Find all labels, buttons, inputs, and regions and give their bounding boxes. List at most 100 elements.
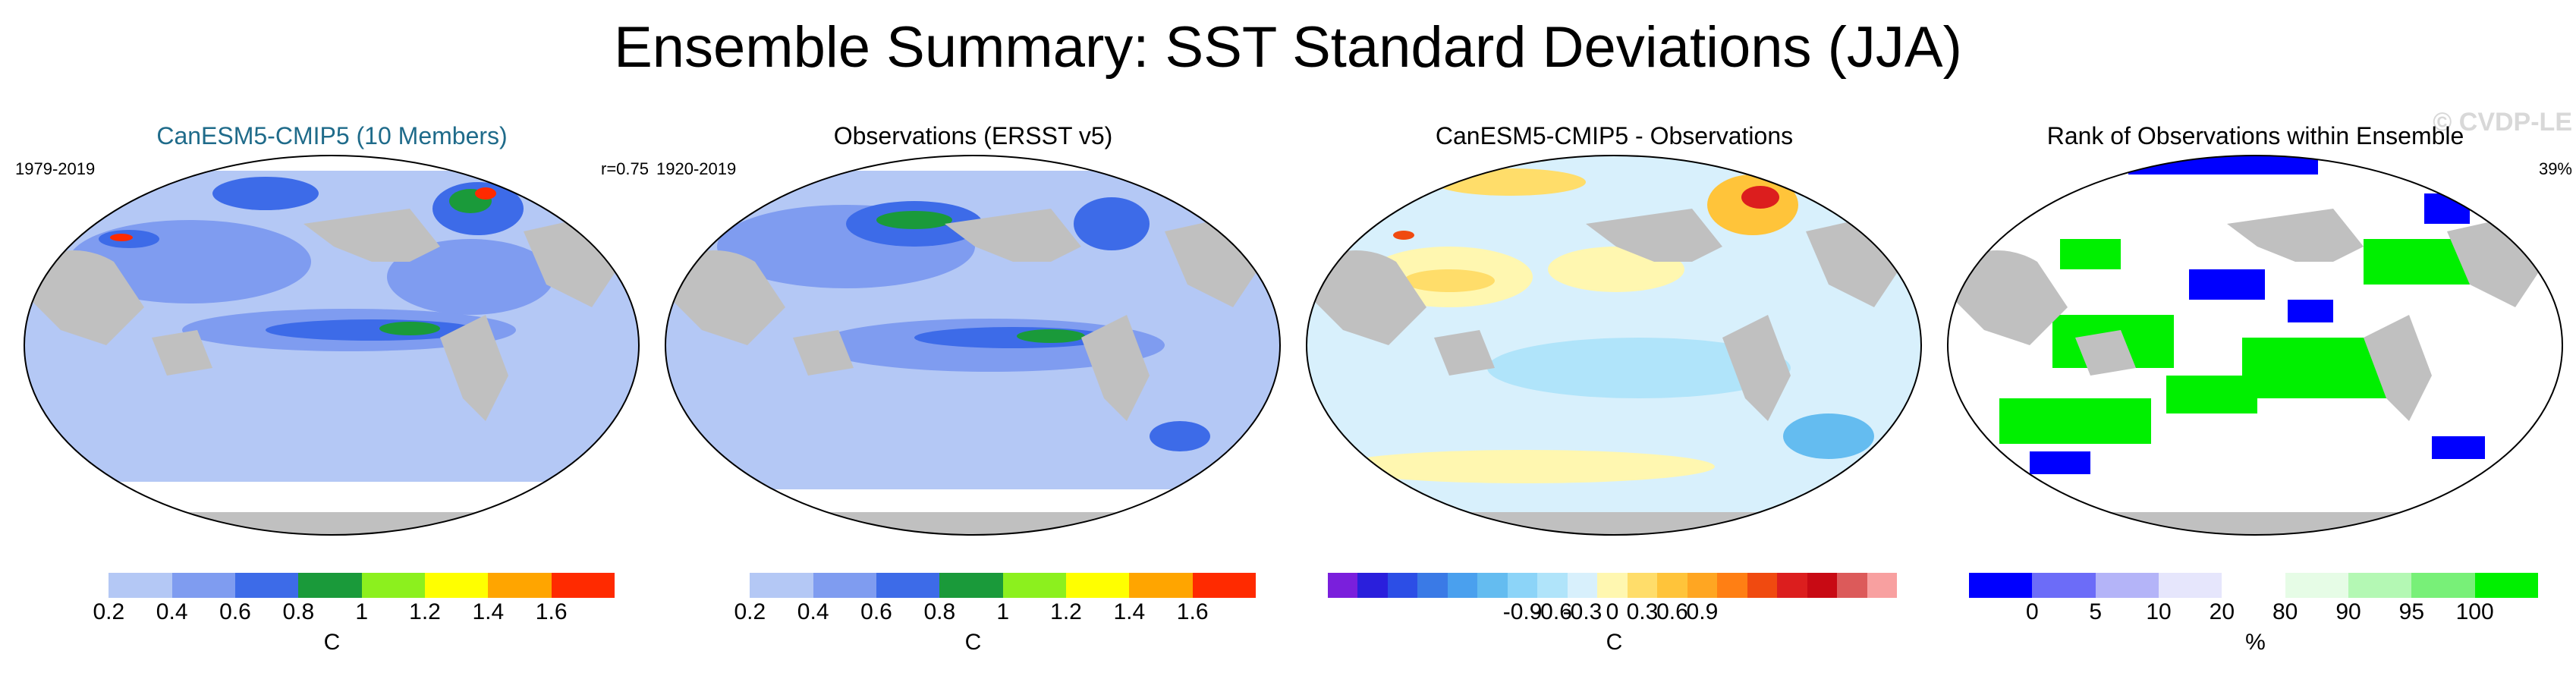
colorbar-swatch [298,573,363,598]
colorbar-tick-label: 100 [2455,599,2494,624]
colorbar-tick-label: -0.9 [1502,599,1543,624]
panel-title: CanESM5-CMIP5 - Observations [1435,122,1794,149]
colorbar-tick-label: 0.6 [860,599,892,624]
colorbar-unit: C [323,630,341,655]
colorbar-tick-label: 0.6 [219,599,251,624]
colorbar-swatch [1969,573,2033,598]
colorbar-tick-label: 10 [2146,599,2172,624]
colorbar-swatch [235,573,299,598]
colorbar-ticks: -0.9 -0.6 -0.3 0 0.3 0.6 0.9 [1328,599,1897,630]
colorbar-tick-label: 20 [2209,599,2235,624]
colorbar-swatch [1597,573,1628,598]
colorbar-swatch [2474,573,2539,598]
colorbar-swatch [425,573,489,598]
colorbar-swatch [1867,573,1898,598]
colorbar-swatch [2159,573,2222,598]
colorbar-swatch [1747,573,1778,598]
colorbar-swatch [1387,573,1418,598]
colorbar-unit: C [964,630,982,655]
panel-title: CanESM5-CMIP5 (10 Members) [156,122,508,149]
correlation-label: r=0.75 [601,159,649,178]
colorbar-swatch [1507,573,1538,598]
panel-model-std: CanESM5-CMIP5 (10 Members) 1979-2019 r=0… [15,114,649,668]
colorbar-tick-label: 5 [2089,599,2102,624]
colorbar-tick-label: 0 [2025,599,2039,624]
colorbar-ticks: 0.2 0.4 0.6 0.8 1 1.2 1.4 1.6 [687,599,1256,630]
colorbar-tick-label: 0.4 [156,599,188,624]
colorbar-tick-label: 0.2 [734,599,766,624]
colorbar-tick-label: 0.8 [282,599,315,624]
period-label: 1920-2019 [656,159,737,178]
colorbar-swatch [551,573,615,598]
colorbar-swatch [2095,573,2159,598]
map-obs-std [665,155,1281,536]
colorbar-ticks: 0.2 0.4 0.6 0.8 1 1.2 1.4 1.6 [46,599,615,630]
colorbar-tick-label: 1.2 [1050,599,1082,624]
colorbar-swatch [2032,573,2096,598]
colorbar-unit: % [2245,630,2266,655]
colorbar-unit: C [1606,630,1623,655]
colorbar-tick-label: 1.6 [1176,599,1209,624]
colorbar-tick-label: -0.6 [1533,599,1572,624]
colorbar-tick-label: 1 [355,599,368,624]
colorbar-swatch [1357,573,1389,598]
colorbar-tick-label: 1.6 [535,599,568,624]
panel-difference: CanESM5-CMIP5 - Observations -0.9 -0.6 -0.… [1297,114,1931,668]
colorbar-tick-label: 0.4 [797,599,829,624]
panel-title: Rank of Observations within Ensemble [2046,122,2464,149]
colorbar-swatch [361,573,426,598]
panel-obs-std: Observations (ERSST v5) 1920-2019 0.2 0.4… [656,114,1290,668]
rank-percent-label: 39% [2538,159,2572,178]
colorbar-swatch [687,573,750,598]
colorbar-swatch [2348,573,2412,598]
colorbar-swatch [2222,573,2286,598]
colorbar-swatch [750,573,814,598]
colorbar-tick-label: 0.3 [1626,599,1659,624]
colorbar-swatch [876,573,940,598]
colorbar-tick-label: 80 [2272,599,2298,624]
map-model-std [24,155,640,536]
colorbar [46,573,615,598]
colorbar-swatch [1002,573,1067,598]
colorbar-swatch [1627,573,1658,598]
colorbar-tick-label: 1 [996,599,1009,624]
colorbar-swatch [1192,573,1257,598]
watermark: © CVDP-LE [2433,108,2572,137]
colorbar [687,573,1257,598]
colorbar-swatch [1129,573,1194,598]
colorbar-tick-label: -0.3 [1562,599,1603,624]
colorbar-tick-label: 95 [2398,599,2425,624]
panel-rank: © CVDP-LE Rank of Observations within En… [1939,108,2572,668]
colorbar-tick-label: 1.4 [472,599,505,624]
colorbar-ticks: 0 5 10 20 80 90 95 100 [1969,599,2538,630]
colorbar-tick-label: 0.8 [923,599,956,624]
map-difference [1306,155,1922,536]
colorbar-tick-label: 90 [2335,599,2361,624]
colorbar-swatch [1777,573,1808,598]
period-label: 1979-2019 [15,159,96,178]
colorbar-swatch [1417,573,1448,598]
colorbar-tick-label: 0.6 [1656,599,1688,624]
colorbar-tick-label: 1.4 [1113,599,1146,624]
colorbar-tick-label: 0.9 [1686,599,1719,624]
colorbar-swatch [1687,573,1718,598]
colorbar-swatch [46,573,109,598]
colorbar-swatch [1807,573,1838,598]
colorbar-tick-label: 0.2 [93,599,125,624]
colorbar [1969,573,2539,598]
colorbar-swatch [939,573,1004,598]
colorbar-swatch [1537,573,1568,598]
colorbar-swatch [1328,573,1358,598]
colorbar-tick-label: 0 [1606,599,1619,624]
colorbar-swatch [171,573,236,598]
colorbar-swatch [1567,573,1598,598]
colorbar-swatch [1477,573,1508,598]
colorbar-swatch [813,573,877,598]
colorbar-swatch [2285,573,2349,598]
figure-title: Ensemble Summary: SST Standard Deviation… [614,15,1962,80]
colorbar-swatch [1837,573,1868,598]
colorbar-tick-label: 1.2 [409,599,441,624]
map-rank [1947,155,2563,536]
colorbar-swatch [488,573,552,598]
colorbar-swatch [1066,573,1130,598]
